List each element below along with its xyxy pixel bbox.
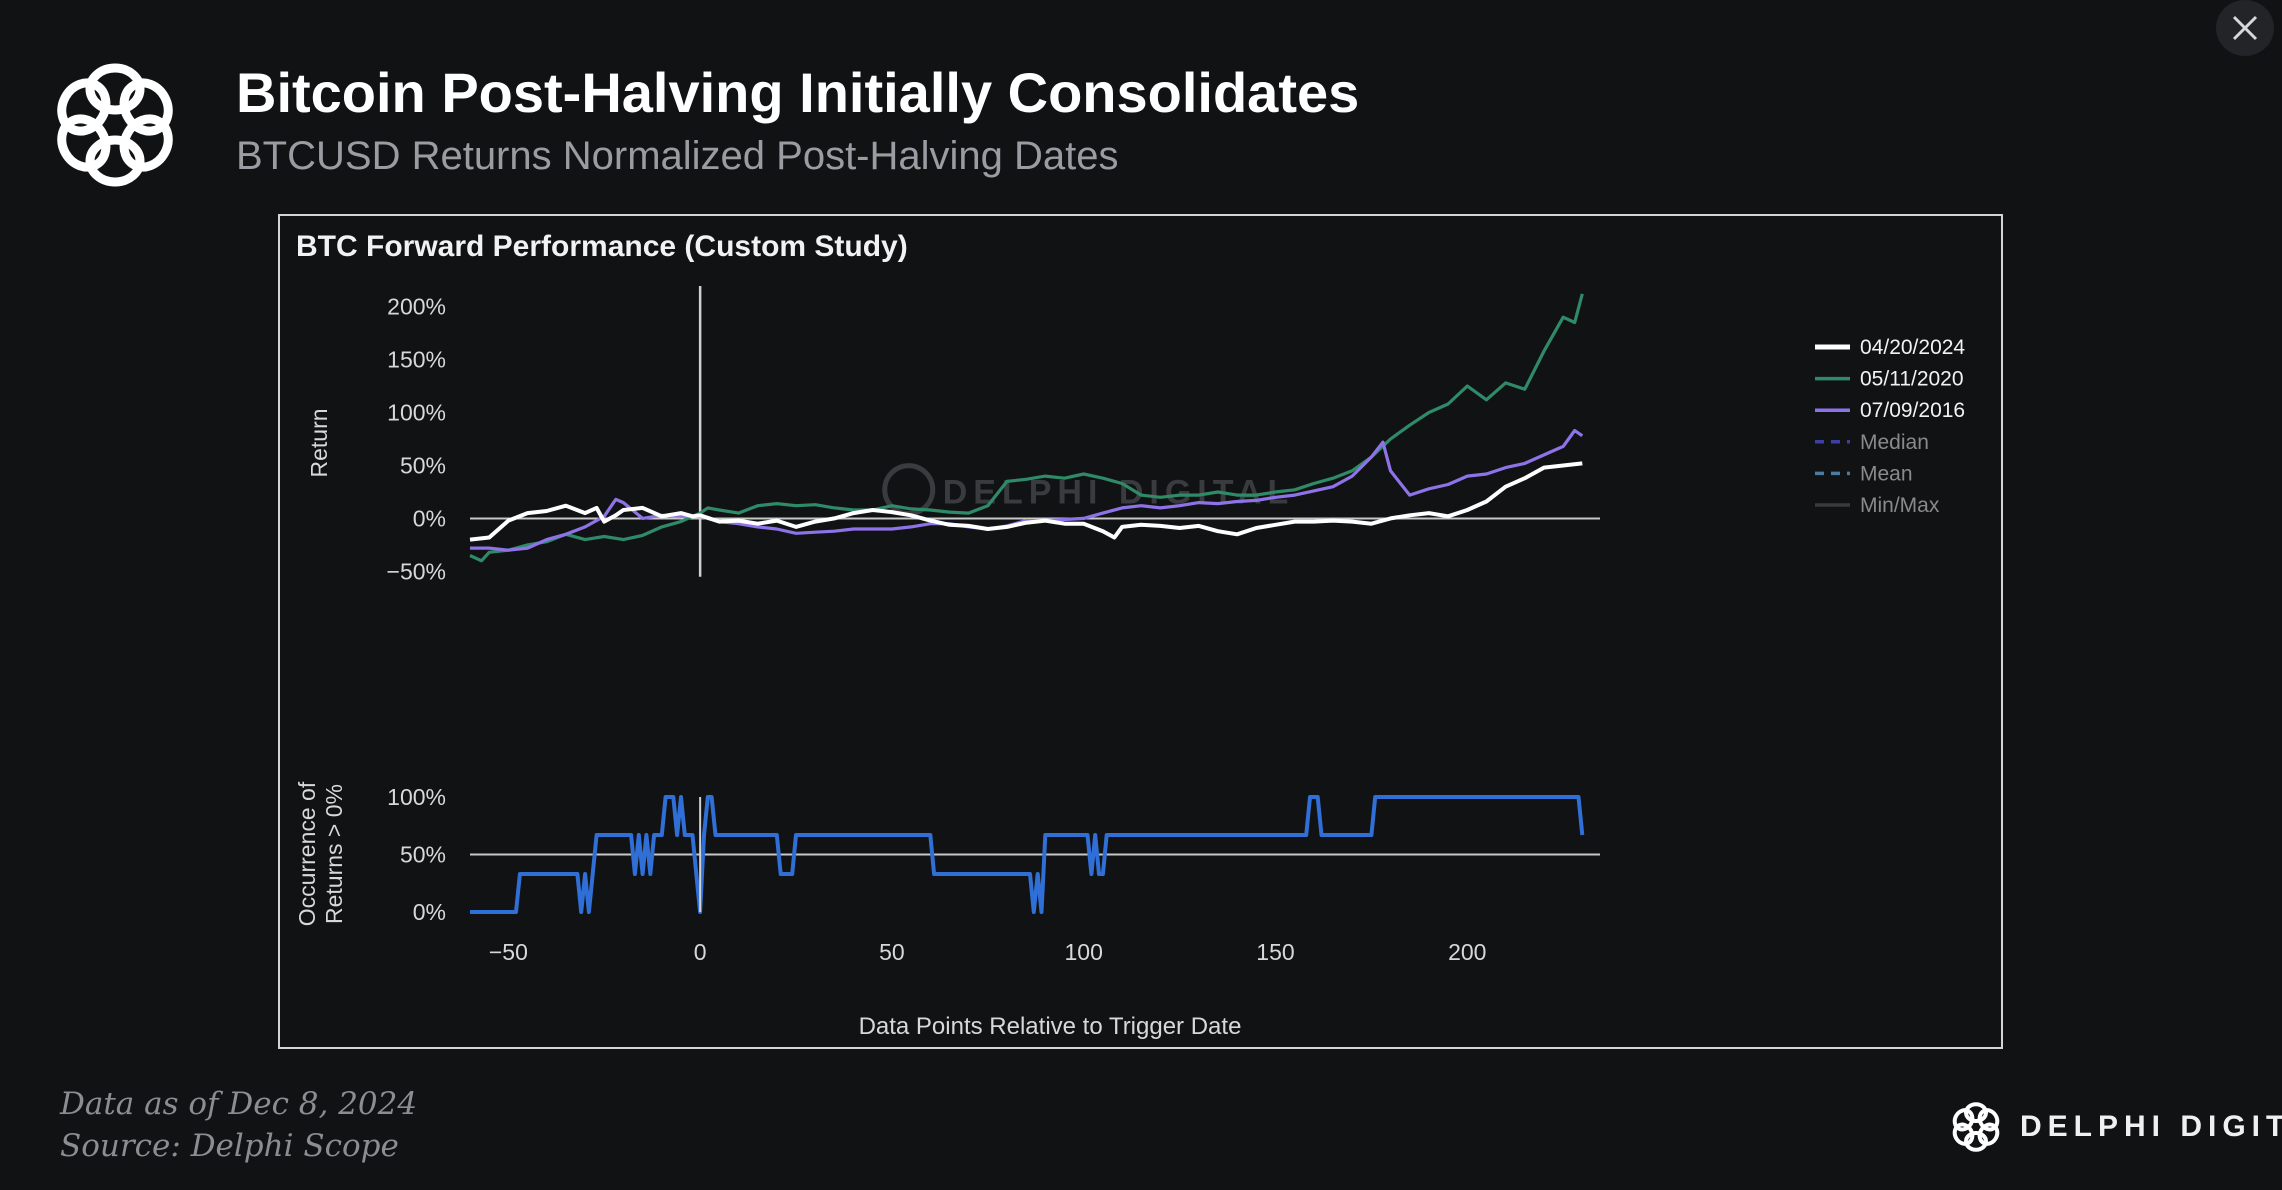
x-tick-label: −50 xyxy=(489,939,528,965)
returns-y-tick-label: −50% xyxy=(387,558,446,584)
returns-y-axis-label: Return xyxy=(306,408,332,477)
legend-label: Mean xyxy=(1860,462,1913,485)
source-note: Source: Delphi Scope xyxy=(60,1128,399,1164)
returns-y-tick-label: 100% xyxy=(387,400,446,426)
chart-svg: DELPHI DIGITAL −50% 0% 50% 100% 150% 200% Retur… xyxy=(294,286,1965,1040)
legend-label: 05/11/2020 xyxy=(1860,368,1964,391)
delphi-knot-logo-icon xyxy=(57,63,173,187)
x-tick-label: 100 xyxy=(1065,939,1103,965)
legend-label: 07/09/2016 xyxy=(1860,399,1965,422)
delphi-brand-logo-icon xyxy=(1952,1102,2000,1152)
brand-name: DELPHI DIGITAL xyxy=(2020,1110,2282,1143)
legend-label: 04/20/2024 xyxy=(1860,336,1965,359)
series-line-04-20-2024 xyxy=(469,461,1583,542)
returns-y-tick-label: 0% xyxy=(413,505,446,531)
occurrence-y-tick-label: 100% xyxy=(387,784,446,810)
returns-y-tick-label: 150% xyxy=(387,347,446,373)
returns-y-tick-label: 50% xyxy=(400,452,446,478)
x-tick-label: 200 xyxy=(1448,939,1486,965)
chart-panel-title: BTC Forward Performance (Custom Study) xyxy=(296,230,908,263)
x-tick-label: 50 xyxy=(879,939,905,965)
occurrence-y-tick-label: 0% xyxy=(413,899,446,925)
x-tick-label: 0 xyxy=(694,939,707,965)
returns-y-tick-label: 200% xyxy=(387,294,446,320)
series-line-05-11-2020 xyxy=(469,293,1584,563)
brand-mark: DELPHI DIGITAL xyxy=(1946,1094,2282,1160)
x-tick-label: 150 xyxy=(1256,939,1294,965)
x-axis-label: Data Points Relative to Trigger Date xyxy=(859,1013,1242,1040)
page-title: Bitcoin Post-Halving Initially Consolida… xyxy=(236,61,1360,124)
data-date-note: Data as of Dec 8, 2024 xyxy=(60,1086,418,1122)
page-subtitle: BTCUSD Returns Normalized Post-Halving D… xyxy=(236,134,1119,178)
occurrence-y-tick-label: 50% xyxy=(400,842,446,868)
legend-label: Min/Max xyxy=(1860,494,1940,517)
chart-panel: DELPHI DIGITAL −50% 0% 50% 100% 150% 200% Retur… xyxy=(278,214,2003,1049)
occurrence-y-axis-label-line2: Returns > 0% xyxy=(321,784,347,924)
watermark-text: DELPHI DIGITAL xyxy=(943,474,1295,512)
occurrence-series-line xyxy=(470,795,1585,914)
close-icon xyxy=(2232,15,2258,41)
legend-label: Median xyxy=(1860,431,1929,454)
occurrence-y-axis-label-line1: Occurrence of xyxy=(294,781,320,926)
close-button[interactable] xyxy=(2216,0,2274,56)
